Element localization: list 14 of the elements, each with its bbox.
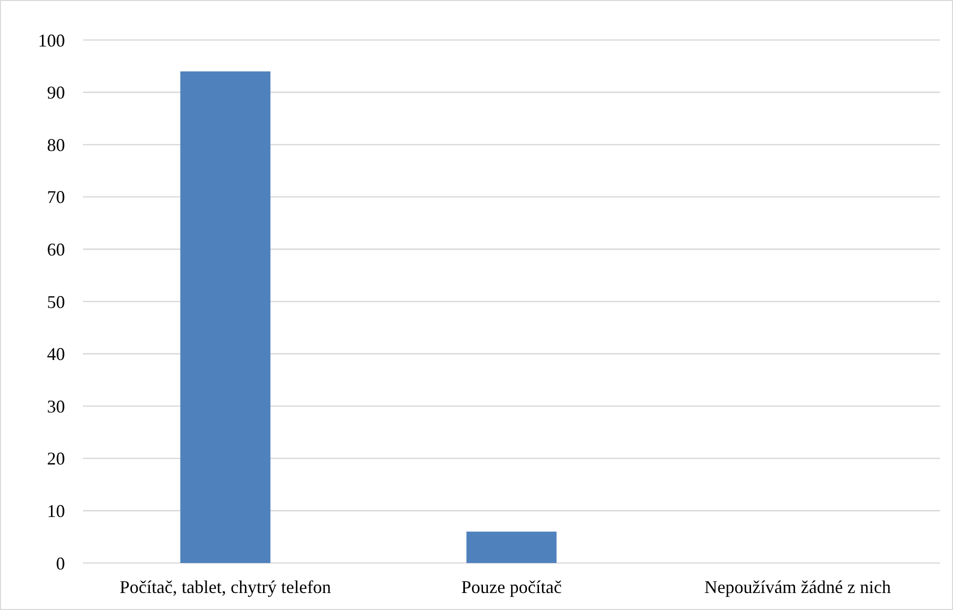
y-tick-label: 10: [47, 501, 65, 521]
y-tick-label: 80: [47, 134, 65, 155]
x-tick-label: Nepoužívám žádné z nich: [704, 577, 891, 597]
y-tick-label: 90: [47, 82, 65, 103]
y-tick-label: 30: [47, 396, 65, 416]
y-tick-label: 0: [56, 553, 65, 574]
y-tick-label: 70: [47, 187, 65, 208]
y-tick-label: 50: [47, 292, 65, 312]
x-tick-label: Počítač, tablet, chytrý telefon: [120, 577, 332, 597]
x-tick-label: Pouze počítač: [461, 577, 562, 597]
y-tick-label: 20: [47, 448, 65, 469]
y-tick-label: 100: [38, 30, 65, 50]
y-tick-label: 60: [47, 240, 65, 260]
y-tick-label: 40: [47, 344, 65, 364]
